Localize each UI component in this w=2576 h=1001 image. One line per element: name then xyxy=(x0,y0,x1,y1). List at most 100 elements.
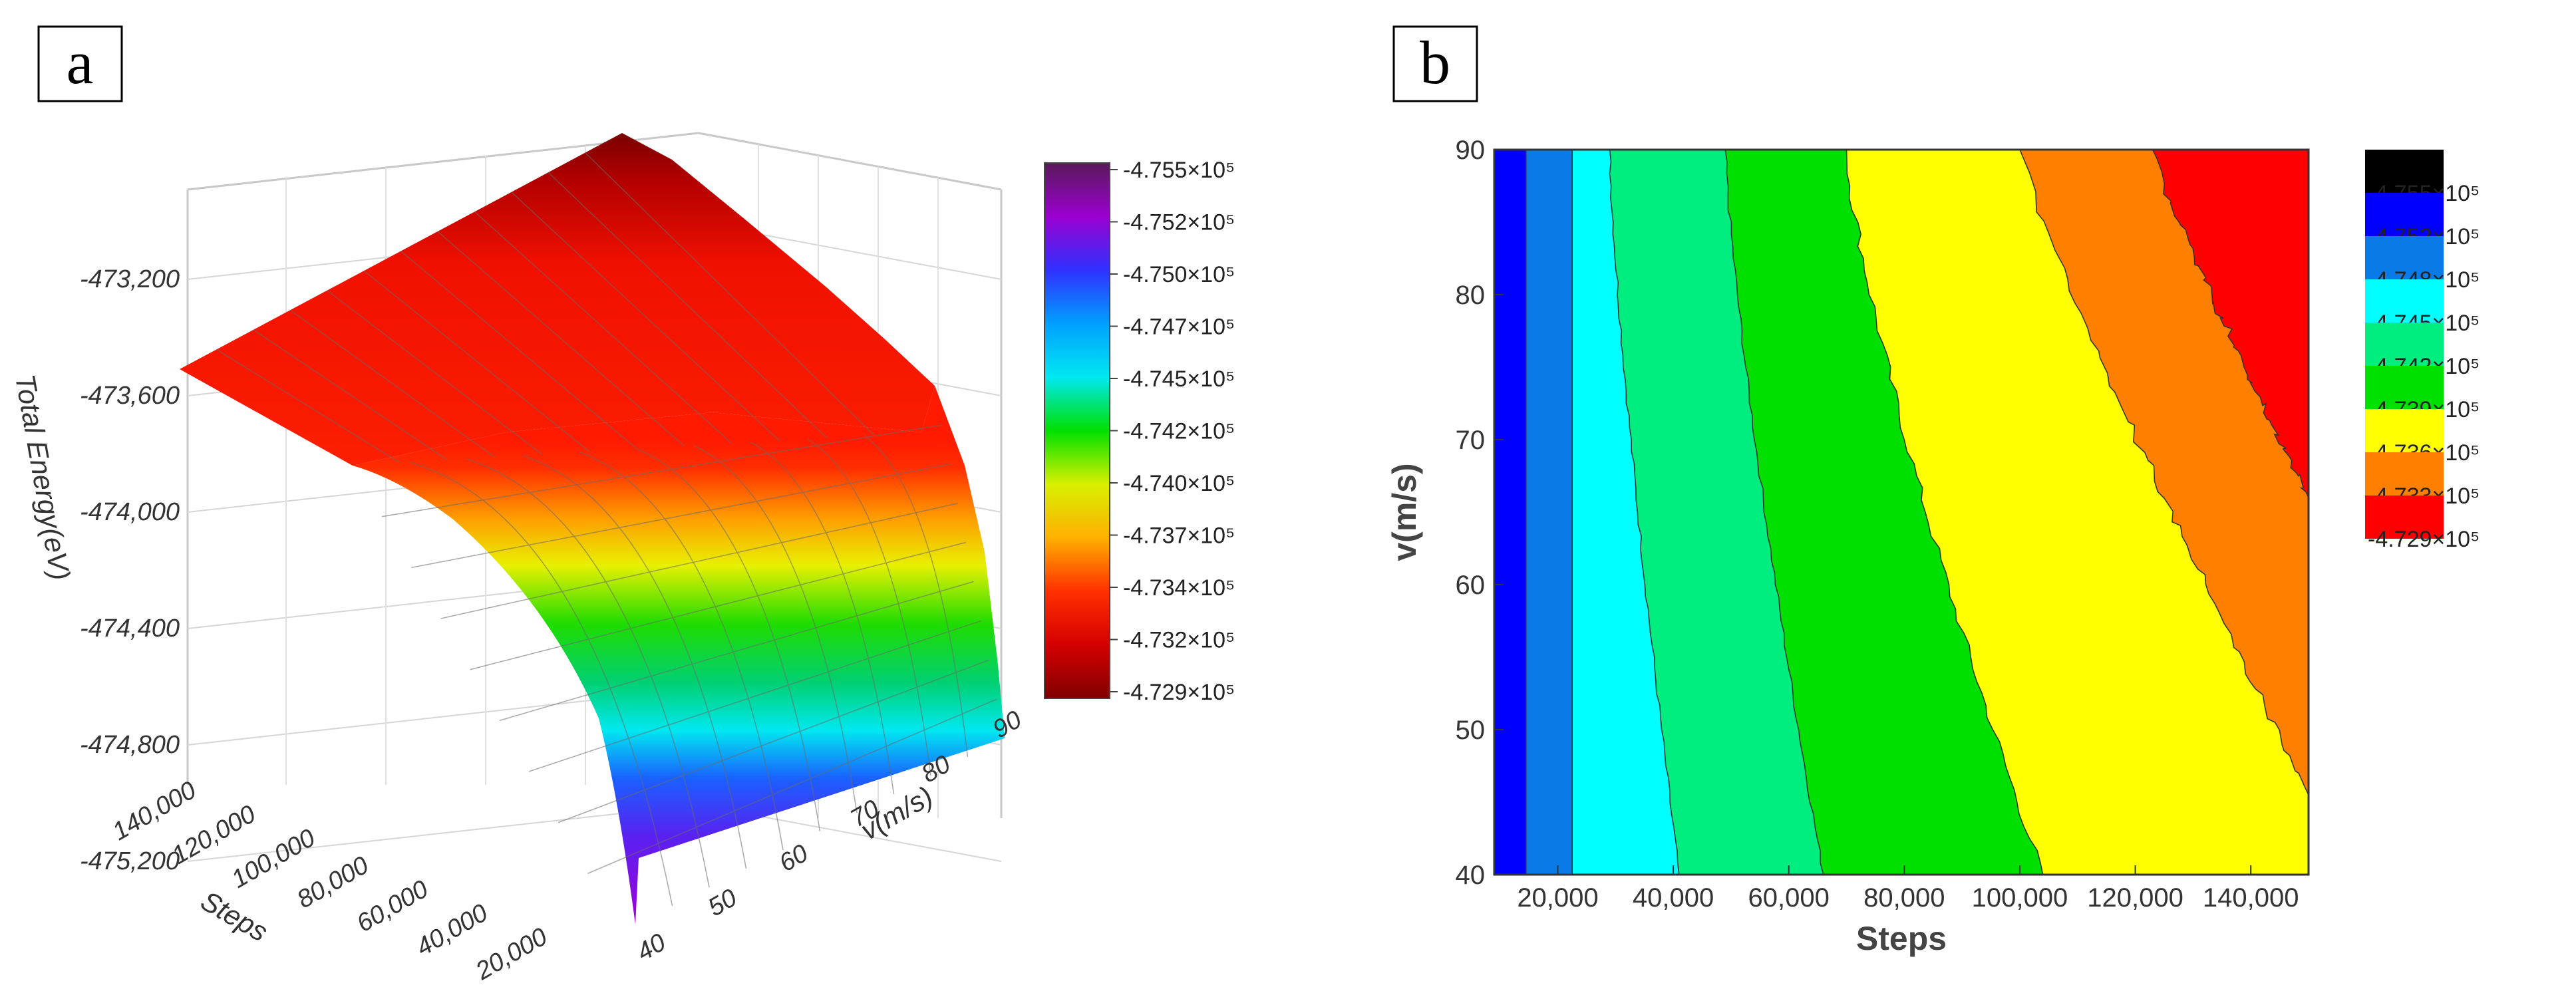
steps-tick-label: 40,000 xyxy=(412,899,493,962)
z-tick-label: -473,600 xyxy=(80,382,180,410)
legend-swatch xyxy=(2365,452,2444,496)
mesh-line xyxy=(382,424,943,517)
mesh-line xyxy=(693,445,858,813)
mesh-line xyxy=(400,250,638,450)
mesh-line xyxy=(511,192,780,442)
legend-swatch xyxy=(2365,279,2444,323)
mesh-line xyxy=(327,290,543,455)
contour-y-ticks: 40 50 60 70 80 90 xyxy=(1456,136,1504,890)
contour-y-tick-label: 40 xyxy=(1456,861,1486,890)
mesh-line xyxy=(363,270,590,452)
mesh-line xyxy=(253,329,448,461)
contour-x-tick-label: 40,000 xyxy=(1633,883,1714,913)
contour-y-tick-label: 70 xyxy=(1456,426,1486,455)
contour-band xyxy=(2152,150,2309,498)
mesh-line xyxy=(750,442,895,795)
mesh-line xyxy=(466,458,710,888)
colorbar-a-tick-label: -4.734×10⁵ xyxy=(1123,575,1235,601)
panel-b-label: b xyxy=(1420,29,1450,96)
z-tick-label: -475,200 xyxy=(80,847,180,875)
legend-swatch xyxy=(2365,193,2444,236)
colorbar-a-tick-label: -4.755×10⁵ xyxy=(1123,158,1235,183)
z-tick-label: -474,000 xyxy=(80,498,180,526)
contour-legend: -4.755×10⁵-4.752×10⁵-4.748×10⁵-4.745×10⁵… xyxy=(2365,150,2480,552)
mesh-line xyxy=(474,211,732,444)
contour-y-tick-label: 90 xyxy=(1456,136,1486,165)
surface-side-face xyxy=(935,386,1005,745)
contour-bands xyxy=(1494,150,2309,875)
steps-tick-label: 20,000 xyxy=(470,923,552,986)
surface-front-face xyxy=(353,386,1005,925)
mesh-line xyxy=(585,152,875,436)
panel-b: b 20,000 40,000 60,000 80,000 100,000 120,000… xyxy=(1386,25,2480,957)
z-tick-label: -474,800 xyxy=(80,731,180,759)
panel-a-label: a xyxy=(67,29,94,96)
legend-swatch xyxy=(2365,496,2444,539)
colorbar-a-tick-label: -4.747×10⁵ xyxy=(1123,315,1235,340)
colorbar-a-tick-label: -4.745×10⁵ xyxy=(1123,366,1235,392)
colorbar-a-ticks: -4.755×10⁵ -4.752×10⁵ -4.750×10⁵ -4.747×10⁵… xyxy=(1110,158,1235,705)
colorbar-a-tick-label: -4.729×10⁵ xyxy=(1123,680,1235,705)
z-axis-title: Total Energy(eV) xyxy=(9,372,77,583)
contour-y-tick-label: 60 xyxy=(1456,571,1486,600)
surface-top-face xyxy=(180,133,935,466)
mesh-line xyxy=(216,349,401,464)
velocity-tick-label: 40 xyxy=(632,929,671,967)
mesh-line xyxy=(409,462,673,907)
mesh-line xyxy=(558,659,989,823)
mesh-line xyxy=(470,541,966,670)
mesh-line xyxy=(289,309,496,458)
mesh-line xyxy=(587,698,997,875)
colorbar-a: -4.755×10⁵ -4.752×10⁵ -4.750×10⁵ -4.747×10⁵… xyxy=(1044,158,1235,705)
contour-x-tick-label: 60,000 xyxy=(1748,883,1830,913)
colorbar-a-tick-label: -4.732×10⁵ xyxy=(1123,628,1235,653)
contour-x-title: Steps xyxy=(1856,920,1947,957)
mesh-line xyxy=(411,463,951,569)
velocity-tick-label: 50 xyxy=(703,884,742,923)
mesh-line xyxy=(528,620,982,772)
steps-tick-label: 60,000 xyxy=(352,875,433,938)
contour-line xyxy=(2152,150,2309,498)
contour-x-tick-label: 100,000 xyxy=(1972,883,2068,913)
steps-tick-label: 80,000 xyxy=(293,851,374,914)
contour-x-tick-label: 140,000 xyxy=(2203,883,2299,913)
mesh-line xyxy=(440,502,959,619)
colorbar-a-tick-label: -4.740×10⁵ xyxy=(1123,471,1235,496)
mesh-line xyxy=(499,581,974,722)
colorbar-a-gradient xyxy=(1044,162,1110,699)
panel-b-label-box xyxy=(1392,25,1478,102)
panel-a-label-box xyxy=(37,25,123,102)
surface-mesh xyxy=(216,152,997,907)
mesh-line xyxy=(864,435,969,758)
z-axis-ticks: -473,200 -473,600 -474,000 -474,400 -474,800… xyxy=(80,265,180,875)
steps-axis-title: Steps xyxy=(196,885,273,947)
contour-y-tick-label: 80 xyxy=(1456,281,1486,310)
legend-swatch xyxy=(2365,323,2444,366)
colorbar-a-tick-label: -4.750×10⁵ xyxy=(1123,262,1235,287)
z-tick-label: -473,200 xyxy=(80,265,180,293)
energy-surface xyxy=(180,133,1005,925)
contour-x-tick-label: 80,000 xyxy=(1863,883,1945,913)
panel-a: a -473,200 -473,600 -474,000 -474,400 -474,8… xyxy=(9,25,1235,986)
z-gridline-left xyxy=(187,804,699,862)
contour-line xyxy=(1846,150,2044,875)
mesh-line xyxy=(807,438,931,776)
contour-x-ticks: 20,000 40,000 60,000 80,000 100,000 120,000 14… xyxy=(1517,865,2299,913)
colorbar-a-tick-label: -4.752×10⁵ xyxy=(1123,210,1235,235)
colorbar-a-tick-label: -4.737×10⁵ xyxy=(1123,523,1235,549)
mesh-line xyxy=(579,452,784,851)
legend-swatch xyxy=(2365,366,2444,409)
contour-line xyxy=(1724,150,1824,875)
legend-swatch xyxy=(2365,236,2444,279)
legend-swatch xyxy=(2365,409,2444,452)
contour-x-tick-label: 120,000 xyxy=(2087,883,2183,913)
contour-line xyxy=(1609,150,1680,875)
legend-swatch xyxy=(2365,150,2444,193)
contour-y-title: v(m/s) xyxy=(1386,463,1423,561)
mesh-line xyxy=(437,231,685,447)
legend-label: -4.729×10⁵ xyxy=(2368,527,2480,552)
contour-y-tick-label: 50 xyxy=(1456,716,1486,745)
contour-lines xyxy=(1525,150,2309,875)
contour-x-tick-label: 20,000 xyxy=(1517,883,1598,913)
